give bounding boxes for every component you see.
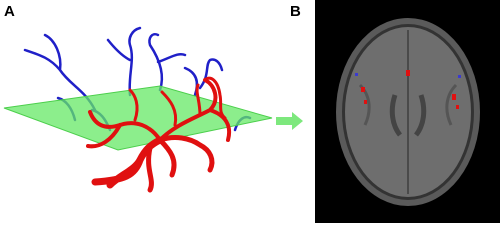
vessel-rendering: [3, 26, 273, 193]
vessel-section: [364, 100, 367, 104]
vessel-branch: [23, 33, 97, 112]
vessel-branch: [148, 33, 187, 92]
vessel-branch: [158, 78, 231, 142]
vessel-trunk: [91, 136, 164, 189]
vessel-section: [456, 105, 459, 109]
panel-label: B: [290, 3, 301, 20]
vessel-branch: [86, 110, 162, 149]
arrow-shape: [276, 112, 303, 130]
vessel-branch: [128, 83, 202, 127]
vessel-section: [406, 70, 410, 76]
vessel-branch: [146, 135, 215, 193]
slice-plane: [3, 85, 273, 151]
vessel-section: [452, 94, 456, 100]
mri-slice: [315, 0, 500, 223]
arrow: [276, 112, 303, 130]
vessel-section: [361, 87, 365, 92]
ventricles: [389, 94, 427, 137]
vessel-branch: [183, 58, 224, 97]
panel-label: A: [4, 3, 15, 20]
vessel-branch: [106, 26, 142, 97]
vessel-section: [458, 75, 461, 78]
vessel-branch: [203, 76, 227, 120]
vessel-section: [355, 73, 358, 76]
figure: A B: [3, 0, 500, 223]
